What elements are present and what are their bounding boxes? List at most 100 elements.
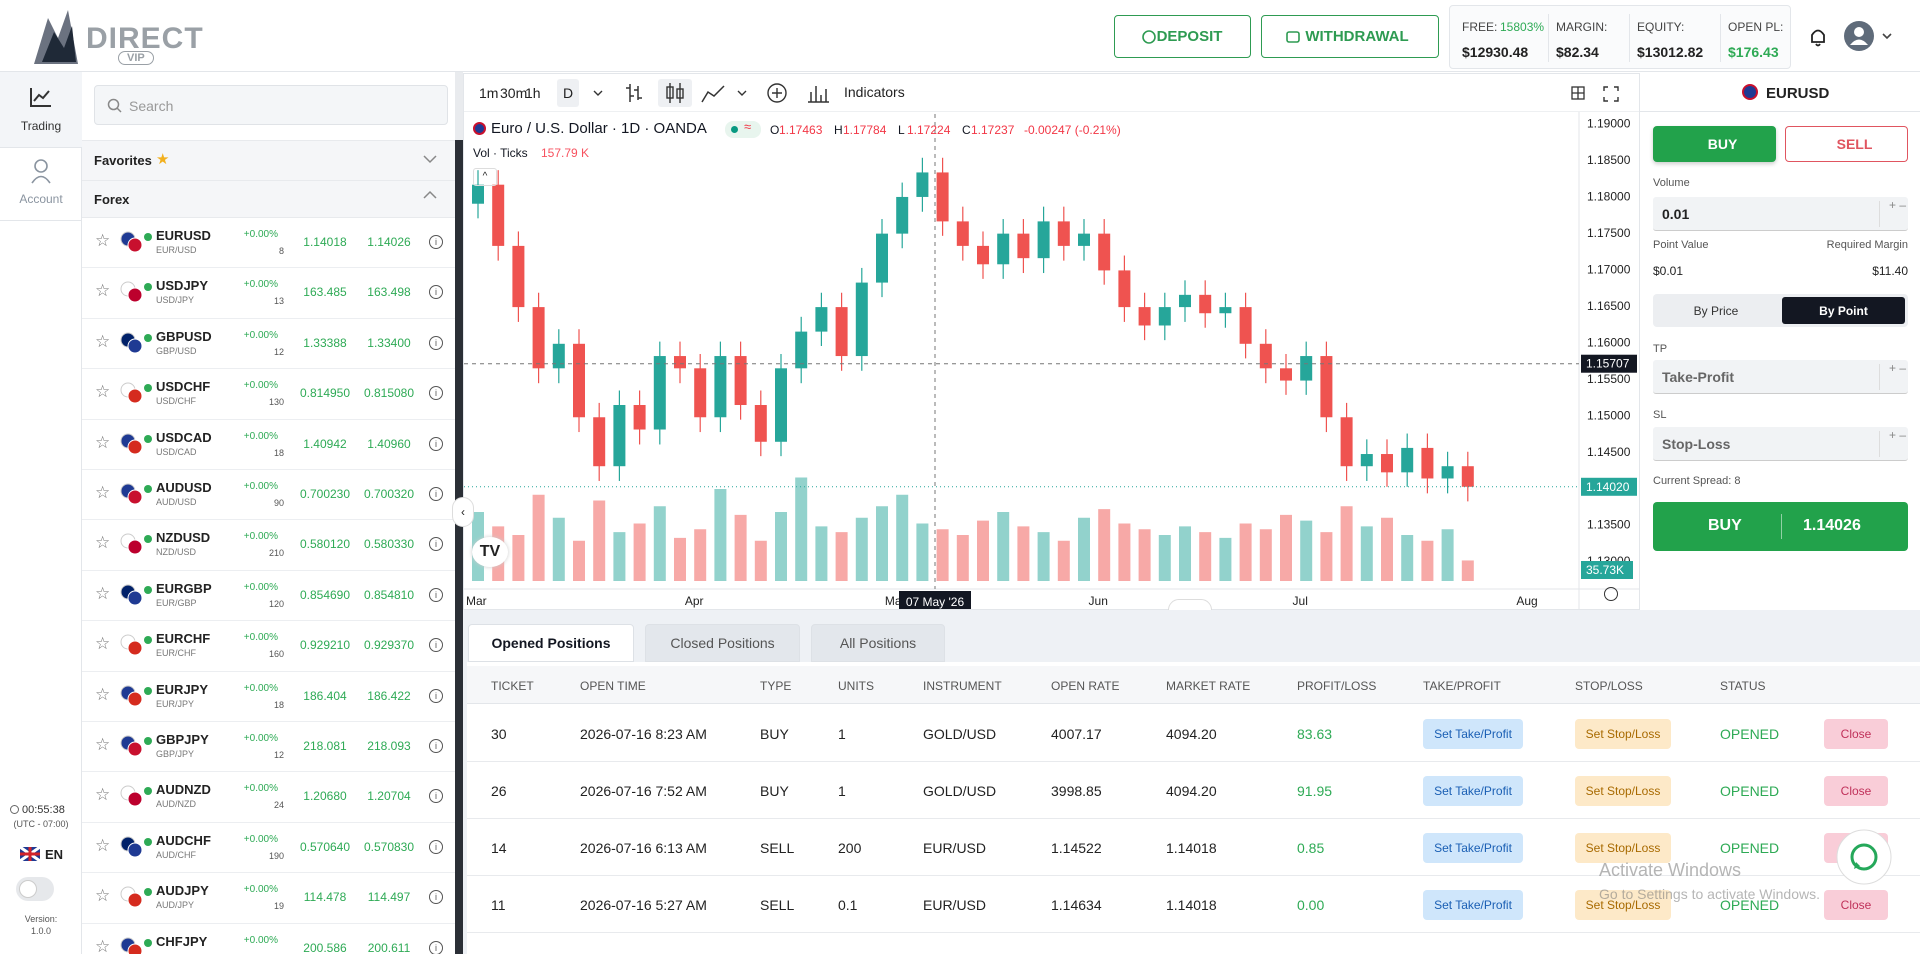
change: +0.00% bbox=[243, 884, 278, 896]
logo-sub: VIP bbox=[118, 51, 154, 65]
favorite-star: ☆ bbox=[95, 886, 111, 906]
chevrons bbox=[423, 155, 437, 199]
change: +0.00% bbox=[243, 682, 278, 694]
instrument-row[interactable]: ☆ AUDCHF AUD/CHF +0.00% 190 0.570640 0.570830 i bbox=[82, 823, 455, 874]
indicators-button[interactable]: Indicators bbox=[844, 84, 905, 100]
favorite-star: ☆ bbox=[95, 331, 111, 351]
market-open-badge bbox=[725, 121, 761, 138]
sl-input[interactable]: Stop-Loss + – bbox=[1653, 427, 1908, 461]
instrument-row[interactable]: ☆ AUDJPY AUD/JPY +0.00% 19 114.478 114.497 i bbox=[82, 873, 455, 924]
bid: 0.854690 bbox=[299, 587, 351, 602]
account-stats: FREE: 15803% $12930.48 MARGIN: $82.34 EQUITY:… bbox=[1449, 5, 1791, 69]
favorite-star: ☆ bbox=[95, 382, 111, 402]
instrument-row[interactable]: ☆ NZDUSD NZD/USD +0.00% 210 0.580120 0.580330 i bbox=[82, 520, 455, 571]
set-stop-loss[interactable]: Set Stop/Loss bbox=[1575, 719, 1671, 749]
ohlc-key: C bbox=[962, 123, 971, 137]
instrument-row[interactable]: ☆ GBPUSD GBP/USD +0.00% 12 1.33388 1.33400 i bbox=[82, 319, 455, 370]
by-point[interactable]: By Point bbox=[1819, 304, 1868, 318]
submit-buy[interactable]: BUY 1.14026 bbox=[1653, 502, 1908, 551]
instrument-row[interactable]: ☆ AUDUSD AUD/USD +0.00% 90 0.700230 0.700320 i bbox=[82, 470, 455, 521]
search-box[interactable]: Search bbox=[94, 85, 448, 125]
pair-flag bbox=[120, 533, 143, 555]
close-button[interactable]: Close bbox=[1824, 776, 1888, 806]
set-take-profit[interactable]: Set Take/Profit bbox=[1423, 776, 1523, 806]
close-button[interactable]: Close bbox=[1824, 719, 1888, 749]
stat-label: MARGIN: bbox=[1556, 20, 1608, 34]
crosshair-price-box bbox=[1581, 354, 1637, 373]
instrument-row[interactable]: ☆ USDCHF USD/CHF +0.00% 130 0.814950 0.815080 i bbox=[82, 369, 455, 420]
row-divider bbox=[467, 761, 1920, 762]
instrument-row[interactable]: ☆ EURGBP EUR/GBP +0.00% 120 0.854690 0.854810 i bbox=[82, 571, 455, 622]
candle-body bbox=[795, 331, 808, 369]
volume-input[interactable]: 0.01 + – bbox=[1653, 197, 1908, 231]
set-stop-loss[interactable]: Set Stop/Loss bbox=[1575, 890, 1671, 920]
info-icon: i bbox=[429, 890, 443, 905]
legend-collapse[interactable]: ^ bbox=[473, 168, 497, 186]
deposit-button[interactable]: DEPOSIT bbox=[1114, 15, 1251, 58]
user-avatar bbox=[1844, 21, 1892, 51]
cell: 2026-07-16 8:23 AM bbox=[580, 726, 707, 742]
candle-body bbox=[956, 221, 969, 246]
status-dot bbox=[144, 938, 152, 947]
volume-bar bbox=[795, 477, 808, 581]
clock-icon bbox=[10, 805, 19, 814]
candle-body bbox=[1441, 466, 1454, 479]
icon bbox=[107, 98, 120, 111]
bid: 186.404 bbox=[303, 688, 347, 703]
candle-body bbox=[997, 233, 1010, 265]
favorite-star: ☆ bbox=[95, 583, 111, 603]
instrument-row[interactable]: ☆ GBPJPY GBP/JPY +0.00% 12 218.081 218.093 i bbox=[82, 722, 455, 773]
set-take-profit[interactable]: Set Take/Profit bbox=[1423, 719, 1523, 749]
withdrawal-button[interactable]: WITHDRAWAL bbox=[1261, 15, 1439, 58]
close-button[interactable]: Close bbox=[1824, 890, 1888, 920]
volume-bar bbox=[714, 489, 727, 581]
spread: 12 bbox=[273, 750, 284, 760]
positions-tab[interactable]: Opened Positions bbox=[468, 624, 634, 662]
settings-icon bbox=[1604, 587, 1618, 601]
flag bbox=[127, 640, 143, 656]
collapse-handle[interactable]: ‹ bbox=[452, 497, 474, 527]
sell-button[interactable]: SELL bbox=[1785, 126, 1908, 162]
instrument-row[interactable]: ☆ CHFJPY +0.00% 200.586 200.611 i bbox=[82, 924, 455, 954]
column-header: TICKET bbox=[491, 679, 534, 693]
instrument-row[interactable]: ☆ EURJPY EUR/JPY +0.00% 18 186.404 186.422 i bbox=[82, 672, 455, 722]
instrument-row[interactable]: ☆ USDCAD USD/CAD +0.00% 18 1.40942 1.40960 i bbox=[82, 420, 455, 470]
buy-button[interactable]: BUY bbox=[1653, 126, 1776, 162]
candle-body bbox=[512, 245, 525, 308]
volume-bar bbox=[1138, 529, 1151, 581]
price-tick-label: 1.19000 bbox=[1587, 116, 1631, 130]
status-dot bbox=[144, 384, 152, 393]
instrument-row[interactable]: ☆ USDJPY USD/JPY +0.00% 13 163.485 163.498 i bbox=[82, 268, 455, 319]
withdrawal-label: WITHDRAWAL bbox=[1305, 28, 1409, 45]
positions-tab[interactable]: All Positions bbox=[811, 624, 945, 662]
set-take-profit[interactable]: Set Take/Profit bbox=[1423, 833, 1523, 863]
volume-bar bbox=[815, 526, 828, 581]
column-header: INSTRUMENT bbox=[923, 679, 1002, 693]
instrument-row[interactable]: ☆ EURCHF EUR/CHF +0.00% 160 0.929210 0.929370 i bbox=[82, 621, 455, 672]
pair-flag bbox=[120, 634, 143, 656]
ask: 163.498 bbox=[367, 285, 411, 300]
version: 1.0.0 bbox=[30, 926, 52, 936]
tp-input[interactable]: Take-Profit + – bbox=[1653, 360, 1908, 394]
set-stop-loss[interactable]: Set Stop/Loss bbox=[1575, 776, 1671, 806]
instrument-row[interactable]: ☆ AUDNZD AUD/NZD +0.00% 24 1.20680 1.20704 i bbox=[82, 772, 455, 823]
by-price[interactable]: By Price bbox=[1693, 304, 1739, 318]
info-icon: i bbox=[429, 688, 443, 703]
interval-button[interactable]: 1h bbox=[525, 85, 541, 101]
candle-body bbox=[876, 233, 888, 283]
candle-body bbox=[492, 184, 505, 246]
interval-button[interactable]: 30m bbox=[500, 85, 528, 101]
volume-bar bbox=[593, 500, 606, 581]
volume-bar bbox=[1340, 506, 1353, 581]
cell: BUY bbox=[760, 726, 789, 742]
price-tick-label: 1.16500 bbox=[1587, 299, 1631, 313]
set-stop-loss[interactable]: Set Stop/Loss bbox=[1575, 833, 1671, 863]
instrument-row[interactable]: ☆ EURUSD EUR/USD +0.00% 8 1.14018 1.14026 i bbox=[82, 218, 455, 269]
caret bbox=[1882, 33, 1892, 40]
interval-button[interactable]: D bbox=[557, 79, 580, 107]
positions-tab[interactable]: Closed Positions bbox=[645, 624, 800, 662]
interval-button[interactable]: 1m bbox=[479, 85, 499, 101]
set-take-profit[interactable]: Set Take/Profit bbox=[1423, 890, 1523, 920]
symbol: EURCHF bbox=[156, 631, 211, 647]
group-header bbox=[82, 180, 455, 218]
